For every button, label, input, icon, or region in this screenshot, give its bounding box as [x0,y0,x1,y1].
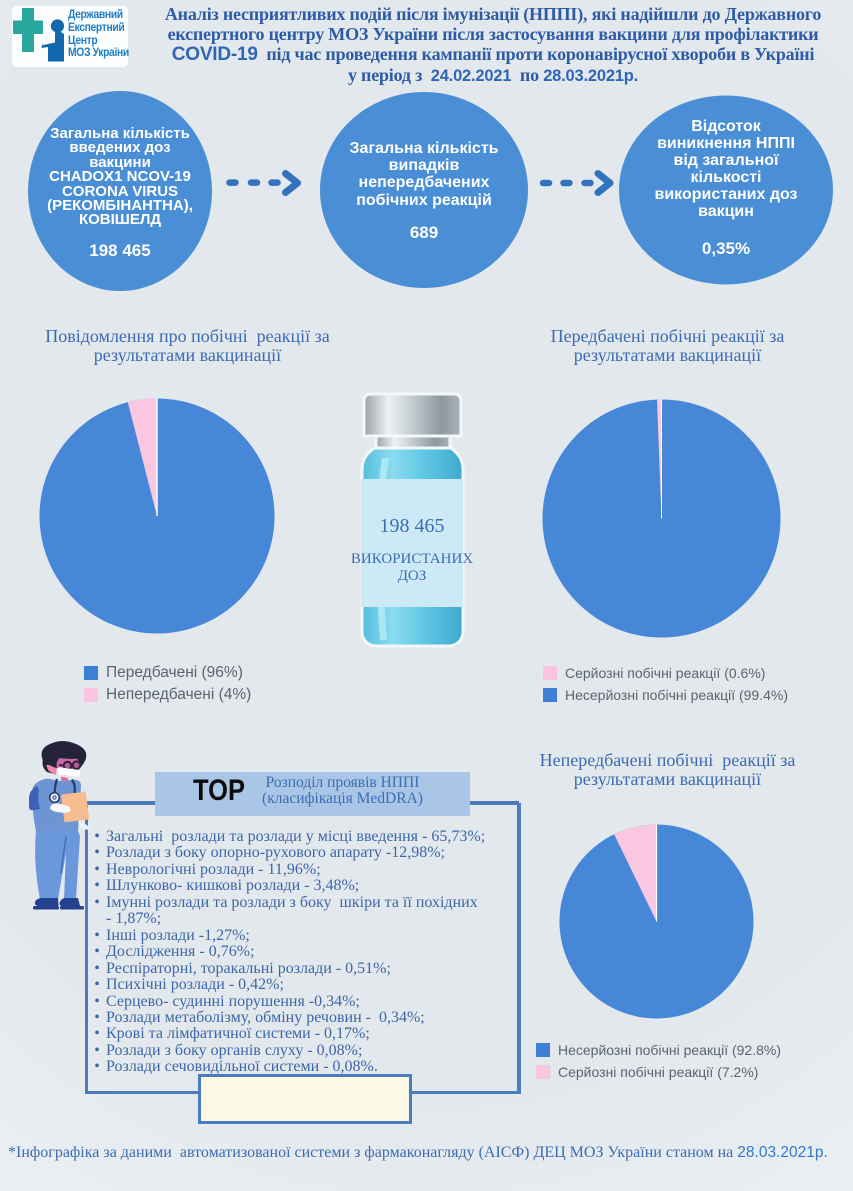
svg-text:ВИКОРИСТАНИХ: ВИКОРИСТАНИХ [352,551,473,567]
svg-text:ДОЗ: ДОЗ [398,568,427,584]
svg-text:198 465: 198 465 [380,515,445,537]
